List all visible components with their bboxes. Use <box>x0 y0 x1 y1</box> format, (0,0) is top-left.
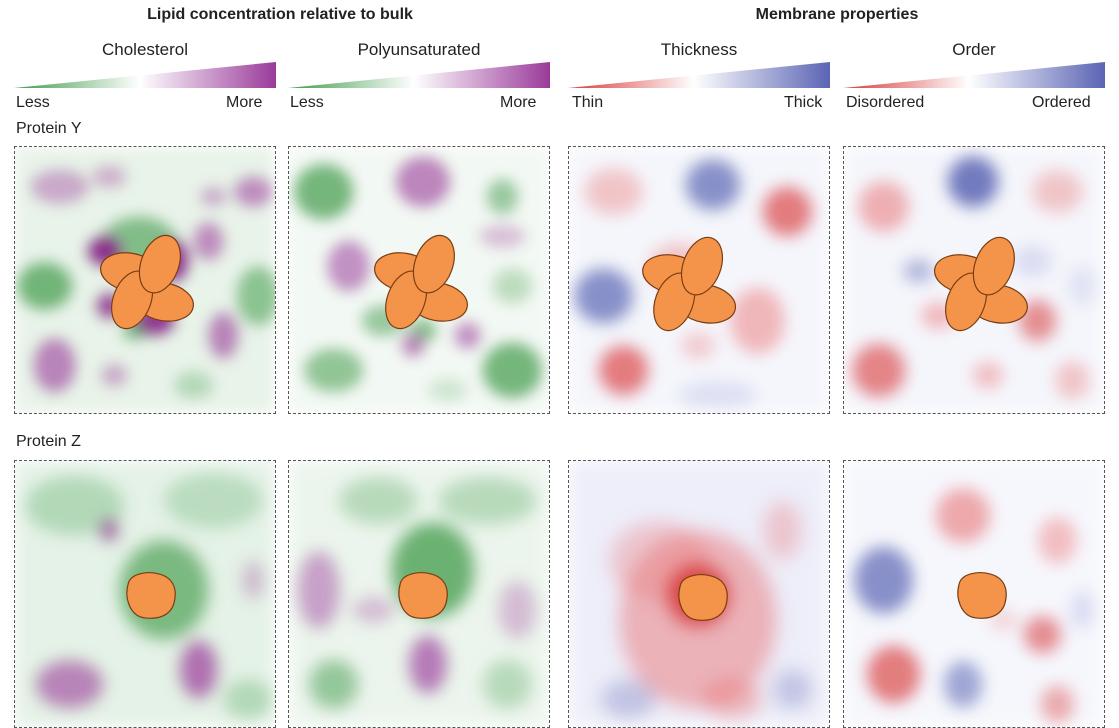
panel-protein-y-polyunsaturated <box>288 146 550 414</box>
order-low-label: Disordered <box>846 94 925 111</box>
four-lobed-protein-icon <box>642 236 737 332</box>
membrane-map <box>569 147 829 413</box>
row-label-protein-z: Protein Z <box>16 433 81 450</box>
row-label-protein-y: Protein Y <box>16 120 82 137</box>
thickness-low-label: Thin <box>572 94 604 111</box>
polyunsaturated-scale-bar <box>288 62 550 88</box>
cholesterol-high-label: More <box>226 94 263 111</box>
polyunsaturated-high-label: More <box>500 94 537 111</box>
membrane-map <box>844 461 1104 727</box>
four-lobed-protein-icon <box>933 236 1028 332</box>
lipid-map <box>15 147 275 413</box>
column-title-order: Order <box>952 40 996 59</box>
panel-protein-z-order <box>843 460 1105 728</box>
column-title-cholesterol: Cholesterol <box>102 40 188 59</box>
column-title-polyunsaturated: Polyunsaturated <box>357 40 481 59</box>
order-high-label: Ordered <box>1032 94 1091 111</box>
cholesterol-low-label: Less <box>16 94 50 111</box>
single-lobed-protein-icon <box>957 572 1007 619</box>
panel-protein-y-thickness <box>568 146 830 414</box>
panel-protein-z-cholesterol <box>14 460 276 728</box>
panel-protein-y-order <box>843 146 1105 414</box>
four-lobed-protein-icon <box>374 234 468 330</box>
membrane-header: Membrane properties <box>755 6 919 23</box>
column-title-thickness: Thickness <box>660 40 738 59</box>
single-lobed-protein-icon <box>126 572 176 619</box>
single-lobed-protein-icon <box>398 572 448 619</box>
lipid-header: Lipid concentration relative to bulk <box>147 6 413 23</box>
panel-protein-y-cholesterol <box>14 146 276 414</box>
thickness-scale-bar <box>568 62 830 88</box>
order-scale-bar <box>843 62 1105 88</box>
cholesterol-scale-bar <box>14 62 276 88</box>
membrane-map <box>844 147 1104 413</box>
single-lobed-protein-icon <box>678 574 728 621</box>
panel-protein-z-polyunsaturated <box>288 460 550 728</box>
lipid-map <box>289 461 549 727</box>
thickness-high-label: Thick <box>784 94 823 111</box>
polyunsaturated-low-label: Less <box>290 94 324 111</box>
panel-protein-z-thickness <box>568 460 830 728</box>
four-lobed-protein-icon <box>100 234 194 330</box>
